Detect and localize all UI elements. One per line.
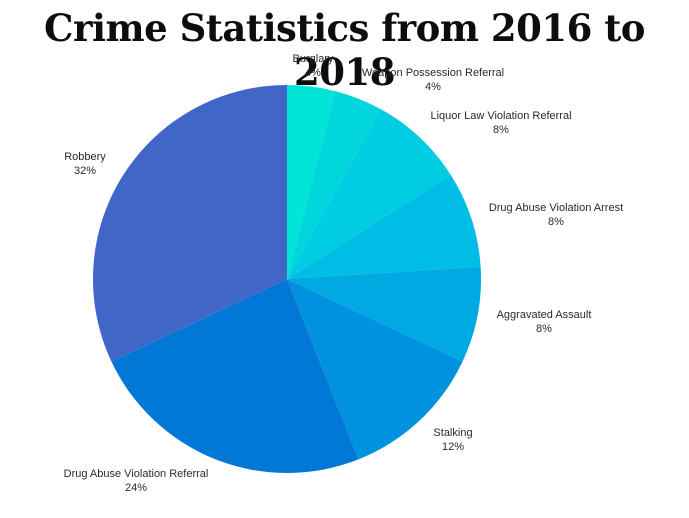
slice-value-stalking: 12% (442, 441, 464, 453)
slice-value-aggravated-assault: 8% (536, 323, 552, 335)
slice-value-weapon-possession-referral: 4% (425, 81, 441, 93)
pie-slice-drug-abuse-violation-arrest (287, 175, 481, 279)
slice-value-liquor-law-violation-referral: 8% (493, 124, 509, 136)
slice-value-burglary: 4% (305, 67, 321, 79)
slice-label-drug-abuse-violation-arrest: Drug Abuse Violation Arrest (489, 202, 623, 214)
slice-label-liquor-law-violation-referral: Liquor Law Violation Referral (430, 110, 571, 122)
pie-slice-weapon-possession-referral (287, 91, 381, 279)
slice-value-robbery: 32% (74, 165, 96, 177)
slice-label-weapon-possession-referral: Weapon Possession Referral (362, 67, 504, 79)
slice-label-aggravated-assault: Aggravated Assault (497, 309, 592, 321)
slice-value-drug-abuse-violation-referral: 24% (125, 482, 147, 494)
slice-label-burglary: Burglary (293, 53, 334, 65)
pie-slice-drug-abuse-violation-referral (111, 279, 359, 474)
pie-slice-liquor-law-violation-referral (287, 109, 451, 279)
slice-value-drug-abuse-violation-arrest: 8% (548, 216, 564, 228)
pie-slice-stalking (287, 279, 463, 460)
pie-slice-burglary (287, 85, 336, 279)
slice-label-stalking: Stalking (433, 427, 472, 439)
slice-label-robbery: Robbery (64, 151, 106, 163)
chart-title: Crime Statistics from 2016 to 2018 (44, 6, 645, 94)
pie-slice-aggravated-assault (287, 266, 482, 362)
slice-label-drug-abuse-violation-referral: Drug Abuse Violation Referral (64, 468, 209, 480)
pie-slice-robbery (92, 85, 287, 362)
